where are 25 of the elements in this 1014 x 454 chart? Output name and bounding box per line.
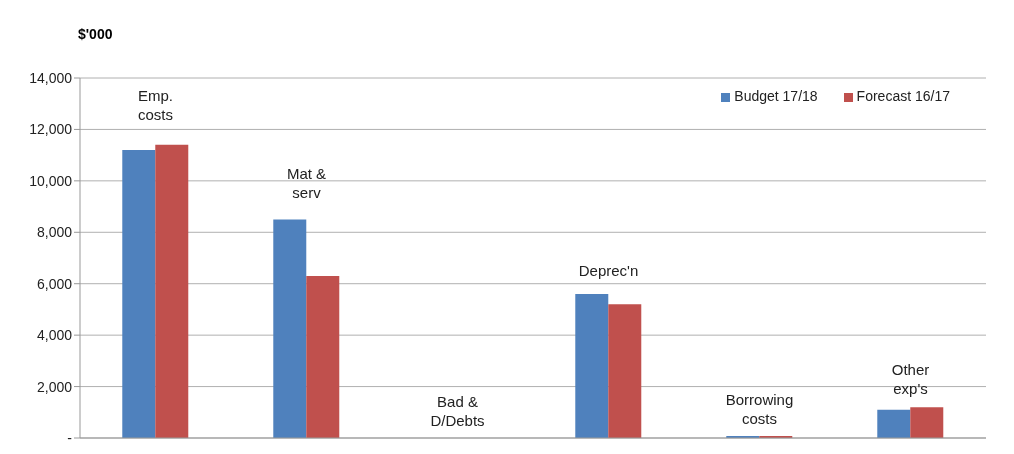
- x-tick-label: Bad & D/Debts: [430, 393, 485, 429]
- bar: [910, 407, 944, 438]
- x-tick-label: Emp. costs: [137, 86, 174, 123]
- y-axis-title: $'000: [78, 26, 113, 42]
- bar: [608, 304, 642, 438]
- bar: [273, 219, 307, 438]
- y-tick-label: 12,000: [29, 121, 73, 138]
- y-tick-label: 4,000: [36, 327, 73, 344]
- bar: [877, 409, 911, 438]
- y-tick-label: 10,000: [29, 172, 73, 189]
- legend-label: Budget 17/18: [734, 88, 818, 104]
- y-tick-label: 2,000: [36, 378, 73, 395]
- bar: [155, 144, 189, 438]
- x-tick-label: Deprec'n: [578, 261, 639, 279]
- y-tick-label: 6,000: [36, 275, 73, 292]
- x-tick-label: Mat & serv: [286, 164, 327, 201]
- bar: [122, 150, 156, 438]
- y-tick-label: 8,000: [36, 224, 73, 241]
- y-tick-label: 14,000: [29, 69, 73, 86]
- bar: [575, 294, 609, 438]
- y-tick-label: -: [67, 429, 73, 446]
- x-tick-label: Borrowing costs: [725, 390, 794, 427]
- legend-label: Forecast 16/17: [856, 88, 950, 104]
- x-tick-label: Other exp's: [891, 360, 930, 397]
- bar: [306, 276, 340, 438]
